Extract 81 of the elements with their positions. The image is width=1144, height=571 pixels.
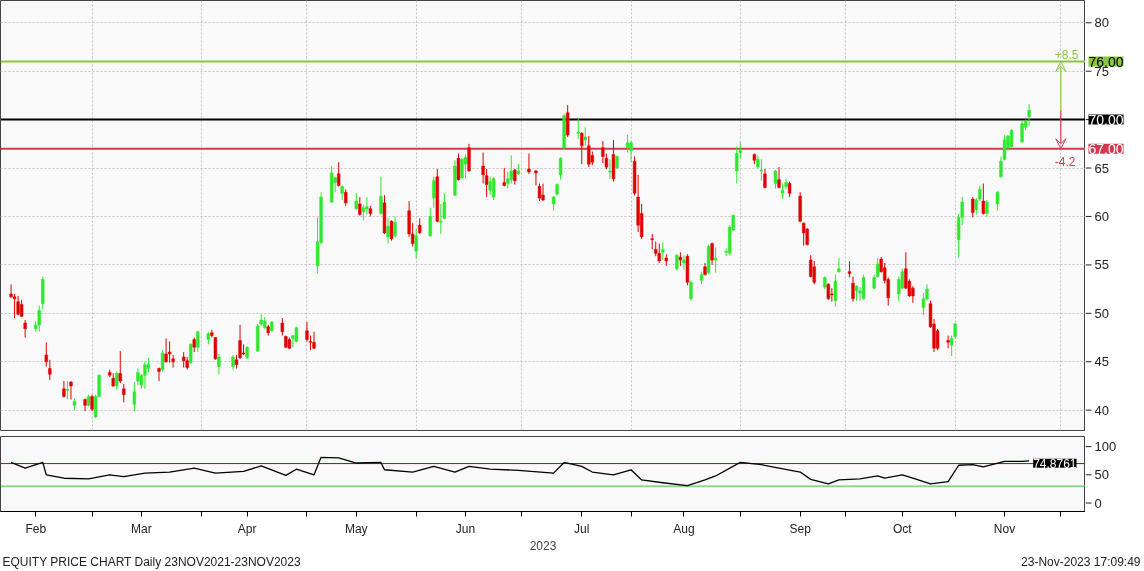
candlestick	[62, 380, 66, 399]
candlestick	[164, 338, 168, 364]
candlestick	[566, 104, 570, 138]
x-tick-label: May	[344, 521, 368, 536]
text: EQUITY PRICE CHART Daily 23NOV2021-23NOV2023	[2, 554, 301, 569]
x-tick-label: Jul	[574, 521, 590, 536]
candlestick	[837, 257, 841, 274]
x-tick-label: Oct	[892, 521, 913, 536]
candlestick	[393, 215, 397, 239]
annotation: -4.2	[1054, 154, 1076, 169]
candlestick	[583, 126, 587, 147]
candlestick	[118, 350, 122, 384]
data-label: 74.8761	[1033, 456, 1077, 471]
candlestick	[534, 169, 538, 186]
candlestick	[428, 207, 432, 238]
candlestick	[1020, 120, 1024, 144]
y-tick-label: 60	[1094, 208, 1109, 224]
candlestick	[580, 131, 584, 165]
candlestick	[115, 370, 119, 391]
candlestick	[132, 381, 137, 412]
x-tick-label: Nov	[993, 521, 1016, 536]
y-tick-label: 50	[1094, 467, 1109, 483]
candlestick	[713, 246, 718, 274]
candlestick	[414, 228, 418, 260]
candlestick	[460, 157, 464, 180]
y-tick-label: 40	[1094, 402, 1109, 418]
candlestick	[1009, 128, 1014, 149]
candlestick	[833, 274, 838, 308]
ref-line-label: 67.00	[1088, 140, 1124, 157]
candlestick	[122, 383, 126, 403]
candlestick	[337, 161, 341, 187]
candlestick	[467, 143, 471, 173]
y-tick-label: 45	[1094, 354, 1109, 370]
line-series	[10, 456, 1030, 487]
annotation: +8.5	[1054, 47, 1079, 62]
candlestick	[527, 153, 531, 175]
candlestick	[167, 340, 172, 364]
y-tick-label: 50	[1094, 305, 1109, 321]
y-tick-label: 55	[1094, 257, 1109, 273]
x-tick-label: Aug	[673, 521, 695, 536]
candlestick	[576, 118, 580, 140]
candlestick	[735, 146, 739, 185]
candlestick	[432, 176, 436, 209]
candlestick	[946, 335, 950, 349]
candlestick	[189, 342, 193, 365]
text: 23-Nov-2023 17:09:49	[1021, 554, 1141, 569]
x-tick-label: Apr	[237, 521, 257, 536]
candlestick	[995, 190, 1000, 212]
candlestick	[160, 349, 165, 372]
candlestick	[358, 196, 362, 216]
candlestick	[389, 219, 394, 242]
candlestick	[759, 158, 764, 182]
candlestick	[379, 176, 383, 216]
y-tick-label: 0	[1094, 495, 1102, 511]
y-tick-label: 80	[1094, 15, 1109, 31]
candlestick	[509, 154, 513, 185]
candlestick	[488, 176, 492, 196]
candlestick	[689, 279, 693, 302]
candlestick	[558, 156, 563, 181]
x-tick-label: Feb	[25, 521, 47, 536]
y-tick-label: 65	[1094, 160, 1109, 176]
ref-line-label: 70.00	[1088, 111, 1124, 128]
candlestick	[463, 153, 468, 180]
candlestick	[861, 274, 866, 301]
candlestick	[608, 158, 612, 180]
candlestick	[1027, 103, 1031, 127]
candlestick	[682, 254, 686, 271]
candlestick	[439, 203, 443, 235]
candlestick	[830, 287, 834, 303]
candlestick	[69, 380, 73, 401]
y-tick-label: 100	[1094, 439, 1117, 455]
x-axis-title: 2023	[529, 538, 557, 553]
candlestick	[143, 361, 147, 390]
candlestick	[812, 260, 816, 285]
candlestick	[217, 353, 221, 375]
candlestick	[157, 367, 161, 382]
x-tick-label: Jun	[455, 521, 476, 536]
x-tick-label: Sep	[789, 521, 812, 536]
candlestick	[492, 176, 496, 201]
candlestick	[65, 380, 70, 401]
x-tick-label: Mar	[131, 521, 152, 536]
